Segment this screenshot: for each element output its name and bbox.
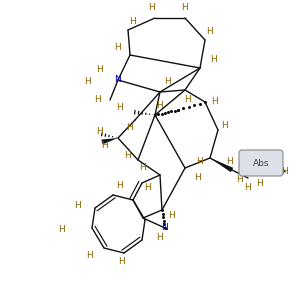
Text: H: H — [130, 18, 136, 27]
Text: H: H — [119, 258, 126, 267]
Text: N: N — [162, 224, 168, 233]
FancyBboxPatch shape — [239, 150, 283, 176]
Text: H: H — [149, 3, 155, 12]
Text: H: H — [185, 95, 192, 104]
Text: H: H — [157, 102, 163, 110]
Text: H: H — [197, 158, 203, 166]
Text: H: H — [237, 175, 243, 185]
Text: H: H — [257, 179, 263, 188]
Text: H: H — [211, 55, 217, 65]
Text: H: H — [87, 250, 93, 260]
Text: H: H — [96, 65, 103, 74]
Text: N: N — [115, 76, 121, 85]
Polygon shape — [102, 138, 118, 144]
Text: H: H — [102, 140, 108, 149]
Text: H: H — [244, 183, 251, 192]
Text: H: H — [207, 27, 213, 37]
Text: H: H — [165, 78, 171, 87]
Polygon shape — [210, 158, 233, 172]
Text: H: H — [75, 200, 81, 209]
Text: H: H — [117, 104, 123, 113]
Text: H: H — [127, 123, 133, 132]
Text: H: H — [115, 42, 121, 52]
Text: H: H — [95, 95, 101, 104]
Text: H: H — [169, 211, 175, 220]
Text: H: H — [145, 183, 151, 192]
Text: H: H — [157, 233, 163, 243]
Text: H: H — [96, 128, 103, 136]
Text: H: H — [117, 181, 123, 190]
Text: H: H — [125, 151, 131, 160]
Text: Abs: Abs — [253, 158, 269, 168]
Text: H: H — [222, 121, 229, 130]
Text: H: H — [182, 3, 188, 12]
Text: H: H — [85, 78, 91, 87]
Text: H: H — [140, 164, 147, 173]
Text: H: H — [212, 98, 218, 106]
Text: H: H — [59, 226, 65, 235]
Text: H: H — [195, 173, 201, 183]
Text: H: H — [281, 168, 288, 177]
Text: H: H — [227, 158, 233, 166]
